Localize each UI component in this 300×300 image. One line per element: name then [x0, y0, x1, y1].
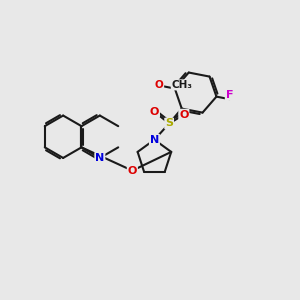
Text: S: S	[165, 118, 173, 128]
Text: O: O	[128, 166, 137, 176]
Text: O: O	[150, 107, 159, 117]
Text: N: N	[95, 153, 104, 163]
Text: O: O	[179, 110, 188, 120]
Text: N: N	[150, 135, 159, 145]
Text: CH₃: CH₃	[171, 80, 192, 90]
Text: F: F	[226, 90, 233, 100]
Text: O: O	[154, 80, 163, 90]
